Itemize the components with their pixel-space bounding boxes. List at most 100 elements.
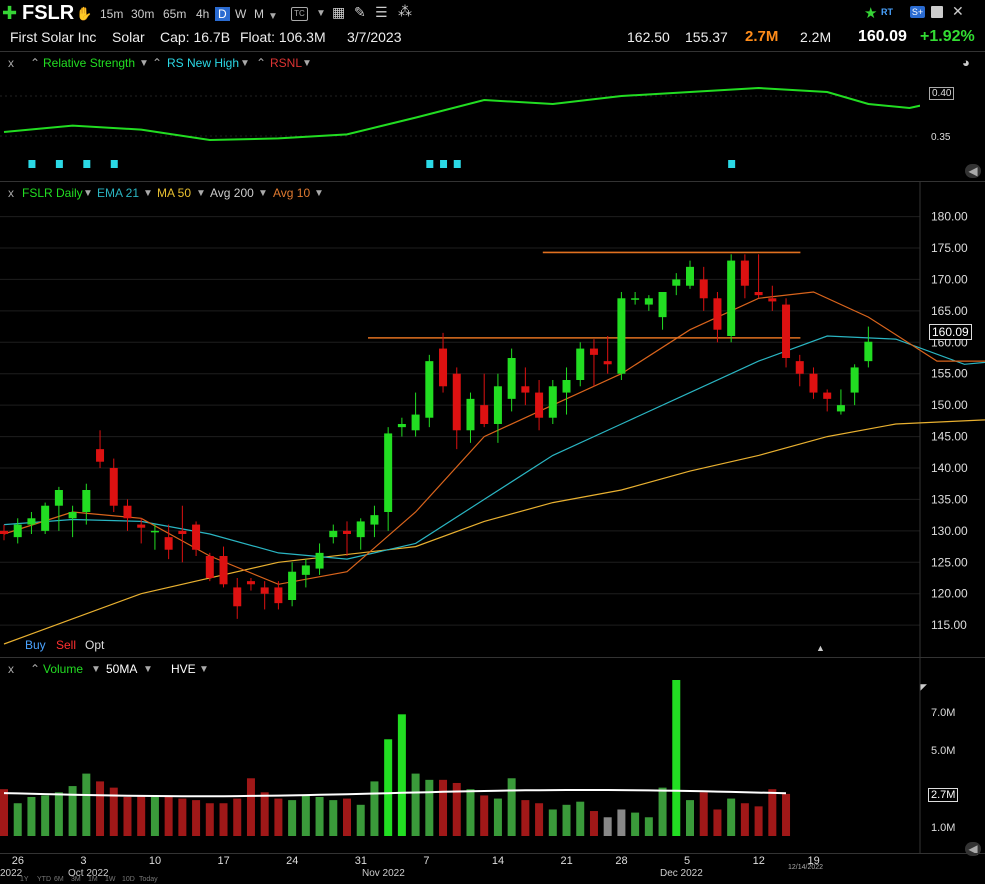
candle-body — [644, 298, 653, 305]
price-tick-label: 135.00 — [931, 492, 968, 506]
volume-bar — [699, 792, 708, 836]
hve-dropdown-icon[interactable]: ▼ — [199, 664, 209, 675]
ema21-label[interactable]: EMA 21 — [97, 186, 140, 200]
symbol-label[interactable]: FSLR Daily — [22, 186, 83, 200]
rs-label[interactable]: Relative Strength — [43, 56, 136, 70]
x-tick-label: 31 — [354, 855, 367, 867]
tc-icon[interactable]: TC — [291, 7, 308, 21]
ma50-dropdown-icon[interactable]: ▼ — [196, 188, 206, 199]
volume-bar — [727, 798, 736, 836]
candle-body — [54, 490, 63, 506]
tf-dropdown-icon[interactable]: ▼ — [268, 11, 278, 22]
rsnl-chevron-icon[interactable]: ⌃ — [256, 56, 267, 70]
avg200-label[interactable]: Avg 200 — [210, 186, 254, 200]
volume-bar — [96, 781, 105, 836]
price-chart: 115.00 120.00 125.00 130.00 135.00 140.00 145.… — [0, 182, 985, 657]
tf-15m[interactable]: 15m — [100, 7, 124, 21]
list-icon[interactable]: ☰ — [375, 4, 388, 20]
add-icon[interactable]: ✚ — [2, 3, 18, 23]
ema21-dropdown-icon[interactable]: ▼ — [143, 188, 153, 199]
vol50ma-dropdown-icon[interactable]: ▼ — [143, 664, 153, 675]
volume-dropdown-icon[interactable]: ▼ — [91, 664, 101, 675]
range-button-1w[interactable]: 1W — [105, 876, 116, 883]
tc-dropdown-icon[interactable]: ▼ — [316, 8, 326, 19]
rs-line — [3, 86, 920, 142]
sell-button[interactable]: Sell — [56, 638, 77, 652]
avg10-label[interactable]: Avg 10 — [273, 186, 311, 200]
volume-label[interactable]: Volume — [43, 662, 84, 676]
tf-4h[interactable]: 4h — [196, 7, 210, 21]
candle-body — [562, 380, 571, 393]
options-button[interactable]: Opt — [85, 638, 105, 652]
share-icon[interactable]: ⁂ — [398, 3, 412, 19]
candle-body — [219, 556, 228, 585]
rsnh-chevron-icon[interactable]: ⌃ — [152, 56, 163, 70]
hve-label[interactable]: HVE — [171, 662, 196, 676]
rs-chevron-icon[interactable]: ⌃ — [30, 56, 41, 70]
scroll-up-icon[interactable]: ▲ — [816, 643, 825, 653]
palette-icon[interactable]: ◕ — [962, 55, 970, 70]
candle-body — [535, 392, 544, 418]
range-button-6m[interactable]: 6M — [54, 876, 64, 883]
vol50ma-label[interactable]: 50MA — [106, 662, 138, 676]
s-plus-icon[interactable]: S+ — [910, 6, 925, 18]
save-icon[interactable] — [931, 6, 943, 18]
star-icon[interactable]: ★ — [864, 5, 878, 22]
volume-bar — [507, 778, 516, 836]
range-button-1y[interactable]: 1Y — [20, 876, 29, 883]
range-button-ytd[interactable]: YTD — [37, 876, 51, 883]
volume-chevron-icon[interactable]: ⌃ — [30, 662, 41, 676]
rsnl-label[interactable]: RSNL — [270, 56, 303, 70]
volume-bar — [246, 778, 255, 836]
tf-daily[interactable]: D — [215, 7, 230, 21]
x-tick-label: 28 — [615, 855, 628, 867]
range-button-1m[interactable]: 1M — [88, 876, 98, 883]
collapse-rs-icon[interactable]: ◀ — [965, 164, 981, 178]
close-icon[interactable]: ✕ — [952, 3, 964, 19]
symbol-dropdown-icon[interactable]: ▼ — [83, 188, 93, 199]
calculator-icon[interactable]: ▦ — [332, 4, 346, 20]
candle-body — [507, 358, 516, 399]
float-value: Float: 106.3M — [240, 29, 326, 45]
buy-button[interactable]: Buy — [25, 638, 46, 652]
volume-bar — [288, 800, 297, 836]
rt-icon[interactable]: RT — [881, 7, 893, 17]
volume-50ma-line — [3, 789, 787, 798]
hand-icon[interactable]: ✋ — [76, 6, 93, 21]
collapse-volume-icon[interactable]: ◀ — [965, 842, 981, 856]
rsnh-dropdown-icon[interactable]: ▼ — [240, 58, 250, 69]
candle-body — [356, 521, 365, 538]
rs-panel-close[interactable]: x — [8, 56, 14, 70]
range-button-today[interactable]: Today — [139, 876, 158, 883]
rs-new-high-label[interactable]: RS New High — [167, 56, 240, 70]
candle-body — [123, 505, 132, 519]
candle-body — [809, 373, 818, 393]
range-button-3m[interactable]: 3M — [71, 876, 81, 883]
volume-bar — [466, 789, 475, 836]
volume-bar — [137, 795, 146, 836]
pencil-icon[interactable]: ✎ — [354, 4, 366, 20]
candle-body — [370, 515, 379, 525]
volume-bar — [713, 809, 722, 836]
tf-65m[interactable]: 65m — [163, 7, 187, 21]
candle-body — [301, 565, 310, 575]
avg10-dropdown-icon[interactable]: ▼ — [314, 188, 324, 199]
x-tick-label: 26 — [11, 855, 24, 867]
tf-weekly[interactable]: W — [235, 7, 247, 21]
tf-30m[interactable]: 30m — [131, 7, 155, 21]
candle-body — [96, 449, 105, 462]
price-panel-close[interactable]: x — [8, 186, 14, 200]
candle-body — [713, 298, 722, 330]
volume-panel-close[interactable]: x — [8, 662, 14, 676]
rsnl-dropdown-icon[interactable]: ▼ — [302, 58, 312, 69]
volume-bar — [548, 809, 557, 836]
rs-dropdown-icon[interactable]: ▼ — [139, 58, 149, 69]
range-button-10d[interactable]: 10D — [122, 876, 135, 883]
candle-body — [836, 405, 845, 412]
volume-bar — [301, 795, 310, 836]
candle-body — [452, 373, 461, 431]
tf-monthly[interactable]: M — [254, 7, 264, 21]
volume-collapse-icon[interactable]: ◤ — [920, 682, 927, 692]
ma50-label[interactable]: MA 50 — [157, 186, 192, 200]
avg200-dropdown-icon[interactable]: ▼ — [258, 188, 268, 199]
